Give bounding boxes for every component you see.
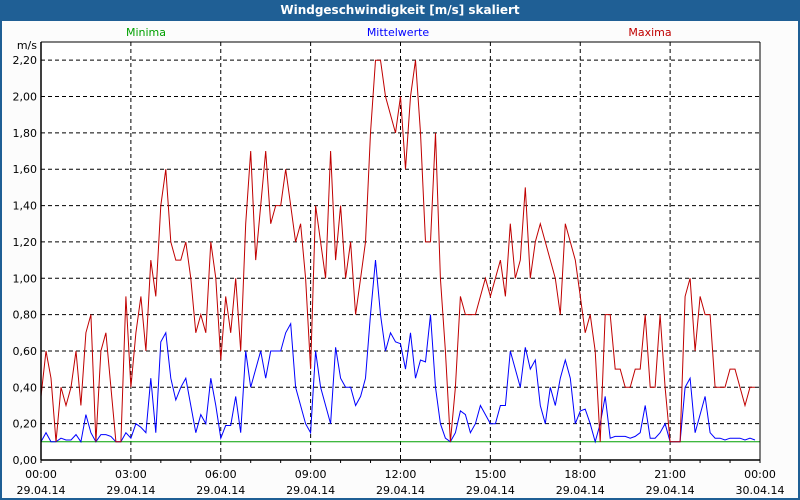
y-tick-label: 0,60 (13, 345, 38, 358)
y-tick-label: 0,20 (13, 418, 38, 431)
series-line-maxima (40, 59, 755, 443)
y-tick-label: 1,40 (13, 200, 38, 213)
legend-minima: Minima (126, 26, 166, 39)
y-tick-label: 1,80 (13, 127, 38, 140)
window-title: Windgeschwindigkeit [m/s] skaliert (0, 0, 800, 21)
x-tick-date: 29.04.14 (556, 484, 605, 497)
y-tick-label: 0,40 (13, 381, 38, 394)
x-tick-date: 29.04.14 (17, 484, 66, 497)
x-tick-time: 00:00 (25, 468, 57, 481)
y-axis-label: m/s (17, 39, 37, 52)
x-tick-date: 29.04.14 (106, 484, 155, 497)
y-tick-label: 1,20 (13, 236, 38, 249)
y-tick-label: 0,80 (13, 309, 38, 322)
x-tick-time: 15:00 (475, 468, 507, 481)
series-line-mittelwerte (40, 260, 756, 444)
x-tick-time: 12:00 (385, 468, 417, 481)
x-tick-date: 29.04.14 (196, 484, 245, 497)
y-tick-label: 2,20 (13, 54, 38, 67)
x-tick-date: 29.04.14 (376, 484, 425, 497)
y-tick-label: 2,00 (13, 91, 38, 104)
x-tick-date: 30.04.14 (736, 484, 785, 497)
legend-maxima: Maxima (628, 26, 671, 39)
y-tick-label: 1,00 (13, 272, 38, 285)
plot-background (41, 42, 760, 460)
x-tick-date: 29.04.14 (646, 484, 695, 497)
y-tick-label: 0,00 (13, 454, 38, 467)
x-tick-date: 29.04.14 (286, 484, 335, 497)
x-tick-time: 03:00 (115, 468, 147, 481)
x-tick-date: 29.04.14 (466, 484, 515, 497)
y-tick-label: 1,60 (13, 163, 38, 176)
x-tick-time: 09:00 (295, 468, 327, 481)
x-tick-time: 18:00 (564, 468, 596, 481)
x-tick-time: 21:00 (654, 468, 686, 481)
x-tick-time: 06:00 (205, 468, 237, 481)
x-tick-time: 00:00 (744, 468, 776, 481)
legend-mittelwerte: Mittelwerte (367, 26, 430, 39)
